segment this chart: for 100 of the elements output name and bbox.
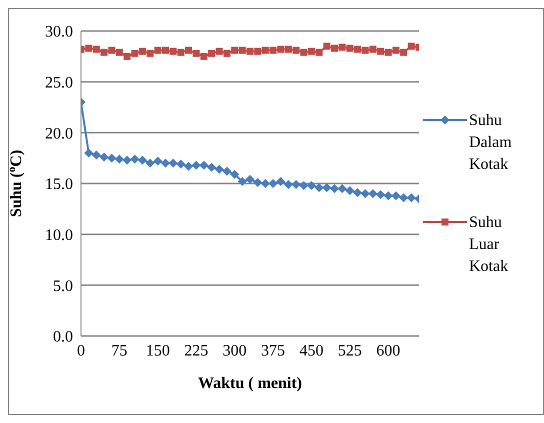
point: [214, 164, 224, 174]
y-tick-label: 10.0: [45, 227, 73, 244]
point: [231, 46, 238, 54]
point: [146, 158, 155, 168]
point: [353, 188, 362, 198]
point: [238, 46, 246, 54]
point: [122, 156, 132, 165]
x-tick-label: 150: [146, 342, 170, 360]
point: [276, 176, 286, 186]
point: [362, 46, 369, 54]
point: [391, 191, 400, 200]
point: [216, 48, 223, 55]
point: [192, 160, 201, 170]
point: [376, 190, 386, 200]
point: [85, 44, 92, 52]
point: [308, 48, 315, 55]
point: [230, 170, 240, 179]
x-tick-label: 225: [184, 342, 208, 360]
point: [384, 191, 393, 200]
point: [131, 50, 138, 57]
y-tick-label: 25.0: [45, 74, 73, 92]
point: [408, 42, 415, 50]
point: [338, 184, 347, 194]
point: [161, 158, 170, 168]
x-tick-label: 450: [299, 342, 324, 360]
y-tick-label: 20.0: [45, 125, 73, 142]
point: [354, 46, 362, 53]
point: [185, 46, 192, 54]
point: [138, 156, 147, 165]
point: [400, 48, 408, 56]
point: [92, 150, 101, 160]
point: [270, 46, 277, 54]
point: [238, 176, 247, 186]
point: [345, 186, 354, 196]
legend-label: Suhu Dalam Kotak: [469, 110, 513, 174]
x-tick-label: 300: [222, 342, 247, 360]
point: [360, 189, 370, 198]
point: [384, 48, 392, 56]
point: [207, 162, 216, 172]
point: [284, 46, 292, 53]
x-tick-label: 525: [338, 342, 362, 360]
point: [170, 48, 177, 55]
point: [253, 178, 262, 187]
point: [299, 181, 308, 190]
point: [100, 152, 109, 162]
point: [246, 174, 254, 184]
x-tick-label: 75: [111, 342, 128, 360]
point: [331, 44, 338, 52]
point: [192, 50, 200, 57]
point: [116, 48, 123, 56]
point: [399, 193, 408, 202]
point: [223, 50, 230, 57]
point: [108, 46, 116, 54]
point: [292, 180, 301, 190]
point: [392, 46, 400, 54]
point: [107, 154, 116, 163]
point: [100, 48, 108, 56]
point: [346, 44, 354, 52]
y-tick-label: 30.0: [45, 24, 73, 41]
point: [246, 48, 254, 55]
point: [154, 46, 162, 54]
point: [316, 48, 323, 56]
point: [114, 154, 124, 164]
point: [153, 156, 162, 166]
point: [314, 183, 324, 192]
point: [268, 179, 278, 188]
point: [168, 158, 178, 168]
point: [322, 183, 332, 192]
x-axis-title: Waktu ( menit): [198, 375, 302, 392]
x-tick-label: 375: [261, 342, 286, 360]
point: [199, 160, 208, 170]
y-tick-label: 5.0: [53, 278, 73, 295]
point: [323, 42, 330, 50]
y-tick-label: 0.0: [53, 328, 73, 346]
point: [284, 180, 293, 190]
x-tick-label: 0: [77, 342, 85, 360]
point: [369, 46, 376, 53]
point: [222, 166, 232, 176]
point: [162, 46, 169, 54]
point: [84, 148, 94, 158]
point: [406, 193, 416, 202]
point: [176, 160, 186, 169]
point: [368, 189, 378, 198]
point: [184, 162, 194, 171]
point: [262, 46, 269, 54]
point: [292, 46, 300, 54]
y-tick-label: 15.0: [45, 176, 73, 194]
legend-label: Suhu Luar Kotak: [469, 212, 510, 276]
point: [208, 50, 216, 57]
point: [124, 52, 131, 60]
point: [138, 48, 146, 55]
point: [300, 48, 308, 56]
point: [277, 46, 284, 53]
point: [130, 154, 140, 164]
point: [330, 184, 339, 194]
point: [92, 46, 100, 53]
point: [200, 52, 208, 60]
x-tick-label: 600: [376, 342, 400, 360]
point: [338, 44, 346, 51]
point: [254, 48, 262, 55]
